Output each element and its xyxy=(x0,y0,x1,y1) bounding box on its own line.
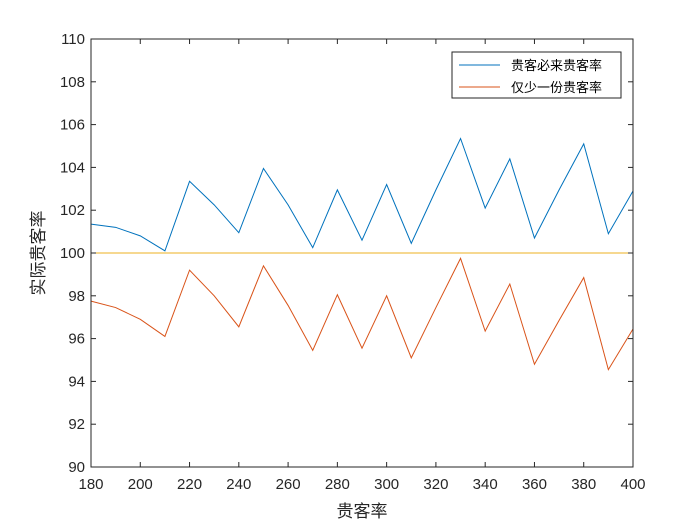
y-axis-label: 实际贵客率 xyxy=(29,211,49,296)
x-tick-label: 200 xyxy=(128,476,153,493)
x-tick-label: 240 xyxy=(226,476,251,493)
y-tick-label: 110 xyxy=(61,31,85,48)
y-tick-label: 104 xyxy=(60,159,85,176)
legend: 贵客必来贵客率 仅少一份贵客率 xyxy=(451,51,622,99)
y-tick-label: 94 xyxy=(68,373,85,390)
x-tick-label: 380 xyxy=(571,476,596,493)
ticks-layer: 180 200 220 240 260 280 300 320 340 360 380 400 90 92… xyxy=(60,31,646,493)
x-tick-label: 320 xyxy=(423,476,448,493)
legend-entry-series-1: 贵客必来贵客率 xyxy=(511,58,602,74)
y-tick-label: 106 xyxy=(60,117,85,134)
series-layer xyxy=(90,137,634,371)
y-tick-label: 100 xyxy=(60,245,85,262)
y-tick-label: 108 xyxy=(60,74,85,91)
x-tick-label: 260 xyxy=(276,476,301,493)
y-tick-label: 90 xyxy=(68,459,85,476)
x-tick-label: 180 xyxy=(78,476,103,493)
legend-entry-series-2: 仅少一份贵客率 xyxy=(511,80,602,96)
series-line-1 xyxy=(90,137,634,252)
legend-box xyxy=(451,51,622,99)
x-tick-label: 400 xyxy=(620,476,645,493)
x-tick-label: 300 xyxy=(374,476,399,493)
series-line-2 xyxy=(90,257,634,371)
x-tick-label: 340 xyxy=(473,476,498,493)
y-tick-label: 98 xyxy=(68,288,85,305)
y-tick-label: 96 xyxy=(68,331,85,348)
x-tick-label: 360 xyxy=(522,476,547,493)
x-tick-label: 280 xyxy=(325,476,350,493)
y-tick-label: 102 xyxy=(60,202,85,219)
plot-frame xyxy=(90,38,634,468)
x-tick-label: 220 xyxy=(177,476,202,493)
y-tick-label: 92 xyxy=(68,416,85,433)
x-axis-label: 贵客率 xyxy=(337,502,388,522)
